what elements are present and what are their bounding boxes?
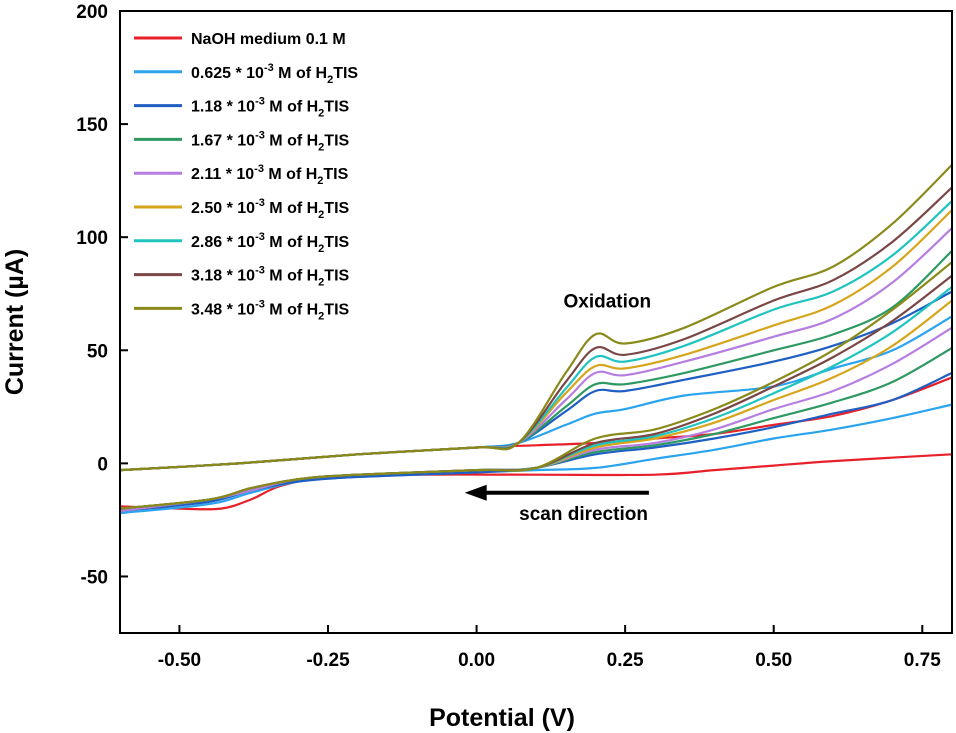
scan-direction-annotation: scan direction xyxy=(519,504,648,525)
plot-frame xyxy=(119,10,953,634)
legend-label: 3.18 * 10-3 M of H2TIS xyxy=(191,265,350,289)
y-axis-title: Current (µA) xyxy=(1,249,29,395)
x-tick-label: 0.25 xyxy=(607,650,644,671)
series-8-forward-scan xyxy=(120,164,952,472)
scan-direction-arrow xyxy=(464,484,649,501)
legend-label: NaOH medium 0.1 M xyxy=(191,31,346,48)
x-tick-label: -0.25 xyxy=(306,650,350,671)
oxidation-annotation: Oxidation xyxy=(564,291,652,312)
legend-label: 0.625 * 10-3 M of H2TIS xyxy=(191,62,358,86)
legend-label: 3.48 * 10-3 M of H2TIS xyxy=(191,298,350,322)
series-8-reverse-scan xyxy=(120,261,952,510)
legend-label: 2.11 * 10-3 M of H2TIS xyxy=(191,163,349,187)
x-tick-label: 0.50 xyxy=(755,650,792,671)
y-tick-label: 200 xyxy=(76,2,108,23)
x-tick-label: 0.75 xyxy=(904,650,941,671)
y-tick-label: -50 xyxy=(81,567,108,588)
x-tick-label: -0.50 xyxy=(158,650,201,671)
y-tick-label: 150 xyxy=(76,115,108,136)
x-tick-label: 0.00 xyxy=(458,650,495,671)
legend-label: 1.18 * 10-3 M of H2TIS xyxy=(191,96,350,120)
x-axis-title: Potential (V) xyxy=(429,704,575,732)
y-axis-ticks: -50 0 50 100 150 200 xyxy=(76,2,128,588)
legend: NaOH medium 0.1 M 0.625 * 10-3 M of H2TIS… xyxy=(134,31,358,322)
x-axis-ticks: -0.50 -0.25 0.00 0.25 0.50 0.75 xyxy=(158,625,941,671)
arrow-head xyxy=(464,484,487,501)
y-tick-label: 50 xyxy=(87,341,108,362)
plot-curves xyxy=(120,164,952,515)
legend-label: 2.50 * 10-3 M of H2TIS xyxy=(191,197,350,221)
y-tick-label: 100 xyxy=(76,228,108,249)
legend-label: 2.86 * 10-3 M of H2TIS xyxy=(191,231,350,255)
legend-label: 1.67 * 10-3 M of H2TIS xyxy=(191,129,350,153)
y-tick-label: 0 xyxy=(97,454,108,475)
series-1-reverse-scan xyxy=(120,403,952,515)
